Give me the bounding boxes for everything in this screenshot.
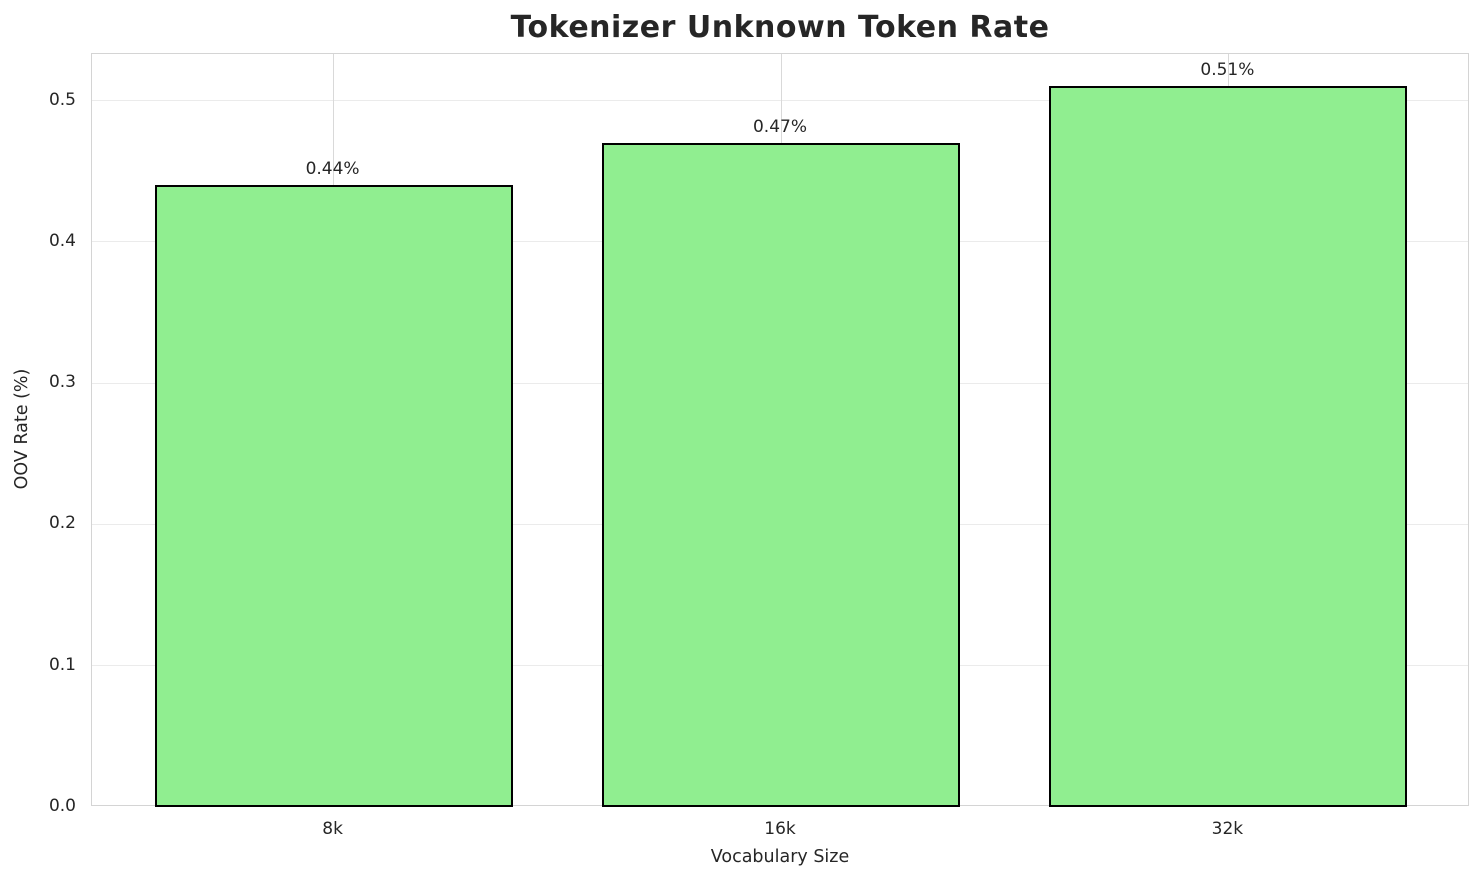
bar-32k (1049, 86, 1408, 807)
y-tick-label: 0.2 (48, 513, 76, 534)
x-axis-label: Vocabulary Size (710, 847, 850, 867)
bar-16k (602, 143, 960, 807)
y-axis-label: OOV Rate (%) (12, 368, 32, 490)
x-tick-label: 8k (322, 819, 343, 839)
y-tick-label: 0.0 (48, 796, 76, 816)
bar-value-label: 0.51% (1200, 60, 1255, 81)
x-tick-label: 16k (764, 819, 796, 839)
y-tick-label: 0.5 (48, 89, 76, 110)
bar-8k (154, 185, 513, 807)
y-gridline (92, 100, 1468, 102)
y-tick-label: 0.1 (48, 654, 76, 675)
x-tick-label: 32k (1211, 819, 1244, 839)
plot-area (91, 53, 1469, 807)
y-tick-label: 0.4 (48, 230, 76, 251)
bar-value-label: 0.47% (752, 117, 807, 137)
y-tick-label: 0.3 (48, 372, 76, 393)
chart-title: Tokenizer Unknown Token Rate (510, 10, 1050, 45)
bar-value-label: 0.44% (305, 159, 360, 180)
